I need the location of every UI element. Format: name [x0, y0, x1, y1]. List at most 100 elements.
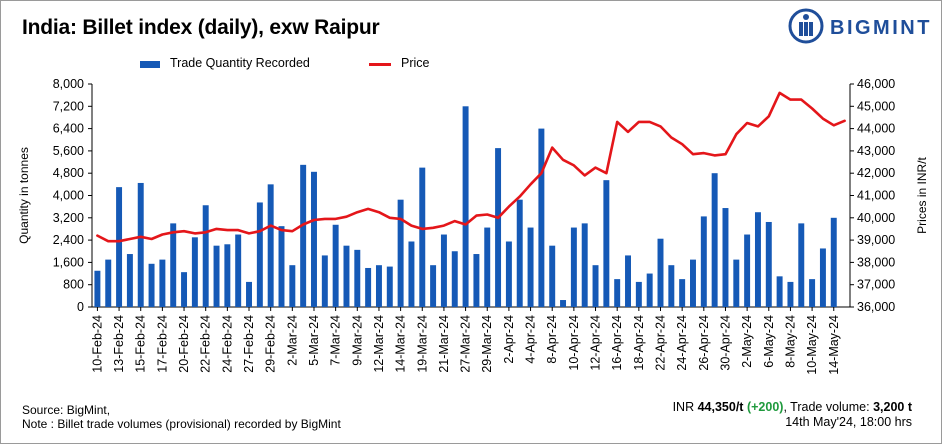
quantity-bar: [776, 276, 783, 307]
quantity-bar: [700, 216, 707, 307]
right-tick-label: 45,000: [857, 99, 895, 113]
left-tick-label: 3,200: [53, 211, 84, 225]
right-tick-label: 43,000: [857, 144, 895, 158]
x-tick-label: 18-Apr-24: [632, 315, 646, 371]
quantity-bar: [635, 281, 642, 307]
quantity-bar: [754, 212, 761, 307]
quantity-bar: [830, 217, 837, 307]
timestamp: 14th May'24, 18:00 hrs: [785, 415, 912, 429]
quantity-bar: [116, 187, 123, 307]
price-prefix: INR: [672, 400, 695, 414]
quantity-bar: [690, 259, 696, 307]
right-tick-label: 40,000: [857, 211, 895, 225]
quantity-bar: [311, 171, 317, 307]
left-tick-label: 800: [63, 278, 84, 292]
x-tick-label: 22-Feb-24: [199, 315, 213, 373]
right-tick-label: 37,000: [857, 278, 895, 292]
x-tick-label: 20-Feb-24: [177, 315, 191, 373]
quantity-bar: [787, 281, 794, 307]
right-tick-label: 39,000: [857, 233, 895, 247]
quantity-bar: [603, 180, 610, 307]
x-tick-label: 4-Apr-24: [524, 315, 538, 364]
x-tick-label: 14-May-24: [827, 315, 841, 375]
left-tick-label: 5,600: [53, 144, 84, 158]
legend-bar-swatch: [140, 61, 160, 68]
quantity-bar: [267, 184, 274, 307]
x-tick-label: 27-Mar-24: [459, 315, 473, 373]
quantity-bar: [213, 245, 220, 307]
bigmint-logo-icon: [788, 8, 824, 44]
quantity-bar: [256, 202, 263, 307]
quantity-bar: [549, 245, 556, 307]
quantity-bar: [202, 205, 209, 307]
quantity-bar: [170, 223, 177, 307]
quantity-bar: [657, 238, 664, 307]
quantity-bar: [484, 227, 491, 307]
quantity-bar: [386, 266, 393, 307]
x-tick-label: 26-Apr-24: [697, 315, 711, 371]
left-axis-title: Quantity in tonnes: [17, 147, 31, 244]
quantity-bar: [365, 267, 372, 307]
quantity-bar: [798, 223, 805, 307]
quantity-bar: [181, 272, 188, 307]
quantity-bar: [625, 255, 631, 307]
x-tick-label: 15-Feb-24: [134, 315, 148, 373]
x-tick-label: 2-Mar-24: [285, 315, 299, 366]
quantity-bar: [137, 182, 144, 307]
quantity-bar: [581, 223, 588, 307]
quantity-bar: [809, 279, 816, 307]
quantity-bar: [397, 199, 404, 307]
quantity-bar: [419, 167, 426, 307]
quantity-bar: [343, 245, 350, 307]
quantity-bar: [614, 279, 621, 307]
footer-notes: Source: BigMint, Note : Billet trade vol…: [22, 403, 341, 431]
x-tick-label: 21-Mar-24: [437, 315, 451, 373]
x-tick-label: 22-Apr-24: [654, 315, 668, 371]
left-tick-label: 0: [77, 300, 84, 314]
right-tick-label: 38,000: [857, 255, 895, 269]
left-tick-label: 1,600: [53, 255, 84, 269]
chart-title: India: Billet index (daily), exw Raipur: [22, 16, 380, 39]
quantity-bar: [332, 224, 339, 307]
right-tick-label: 46,000: [857, 77, 895, 91]
x-tick-label: 29-Mar-24: [480, 315, 494, 373]
x-tick-label: 12-Apr-24: [589, 315, 603, 371]
quantity-bar: [148, 263, 155, 307]
x-tick-label: 17-Feb-24: [155, 315, 169, 373]
x-tick-label: 16-Apr-24: [610, 315, 624, 371]
quantity-bar: [505, 241, 512, 307]
quantity-bar: [668, 265, 675, 307]
x-tick-label: 24-Apr-24: [675, 315, 689, 371]
quantity-bar: [527, 227, 534, 307]
x-tick-label: 8-Apr-24: [545, 315, 559, 364]
bars-layer: [94, 106, 837, 307]
right-tick-label: 44,000: [857, 122, 895, 136]
x-tick-label: 12-Mar-24: [372, 315, 386, 373]
x-tick-label: 8-May-24: [783, 315, 797, 368]
quantity-bar: [451, 251, 458, 307]
quantity-bar: [722, 208, 729, 307]
quantity-bar: [235, 234, 242, 307]
quantity-bar: [646, 273, 653, 307]
x-tick-label: 13-Feb-24: [112, 315, 126, 373]
x-tick-label: 19-Mar-24: [415, 315, 429, 373]
x-tick-label: 2-Apr-24: [502, 315, 516, 364]
brand-name: BIGMINT: [830, 17, 932, 39]
quantity-bar: [495, 148, 502, 307]
price-value: 44,350/t: [697, 400, 744, 414]
left-tick-label: 4,000: [53, 189, 84, 203]
quantity-bar: [191, 237, 198, 307]
left-tick-label: 8,000: [53, 77, 84, 91]
quantity-bar: [765, 221, 772, 307]
left-tick-label: 6,400: [53, 122, 84, 136]
x-tick-label: 10-May-24: [805, 315, 819, 375]
source-text: Source: BigMint,: [22, 403, 111, 417]
volume-value: 3,200 t: [873, 400, 912, 414]
quantity-bar: [819, 248, 826, 307]
left-tick-label: 2,400: [53, 233, 84, 247]
quantity-bar: [224, 244, 231, 307]
quantity-bar: [321, 255, 328, 307]
right-tick-label: 42,000: [857, 166, 895, 180]
x-tick-label: 10-Apr-24: [567, 315, 581, 371]
x-tick-label: 5-Mar-24: [307, 315, 321, 366]
